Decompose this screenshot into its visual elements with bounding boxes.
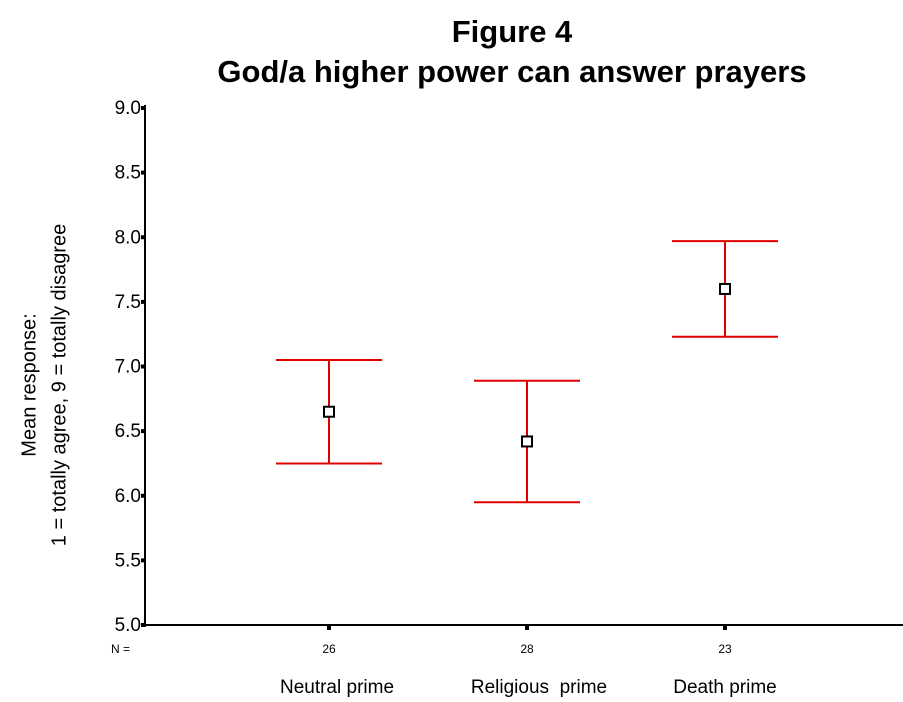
n-label: N = xyxy=(111,642,130,656)
y-tick-label: 7.0 xyxy=(115,357,141,378)
chart-title: Figure 4 xyxy=(452,14,573,49)
y-tick-label: 8.5 xyxy=(115,163,141,184)
y-label-line: 1 = totally agree, 9 = totally disagree xyxy=(48,224,70,546)
n-count: 26 xyxy=(322,642,336,656)
y-tick-label: 6.5 xyxy=(115,421,141,442)
mean-marker xyxy=(323,405,335,418)
chart-subtitle: God/a higher power can answer prayers xyxy=(217,54,806,89)
y-axis-label: Mean response: 1 = totally agree, 9 = to… xyxy=(18,224,70,546)
mean-marker xyxy=(521,435,533,448)
y-tick-label: 6.0 xyxy=(115,486,141,507)
n-count: 28 xyxy=(520,642,534,656)
y-tick-label: 9.0 xyxy=(115,98,141,119)
x-tick-label: Death prime xyxy=(673,677,777,698)
y-tick-label: 7.5 xyxy=(115,292,141,313)
y-tick-label: 8.0 xyxy=(115,227,141,248)
x-tick-label: Neutral prime xyxy=(280,677,394,698)
mean-marker xyxy=(719,282,731,295)
x-tick-label: Religious prime xyxy=(471,677,607,698)
y-tick-label: 5.0 xyxy=(115,615,141,636)
n-count: 23 xyxy=(718,642,732,656)
y-label-line: Mean response: xyxy=(18,313,40,456)
y-tick-label: 5.5 xyxy=(115,550,141,571)
